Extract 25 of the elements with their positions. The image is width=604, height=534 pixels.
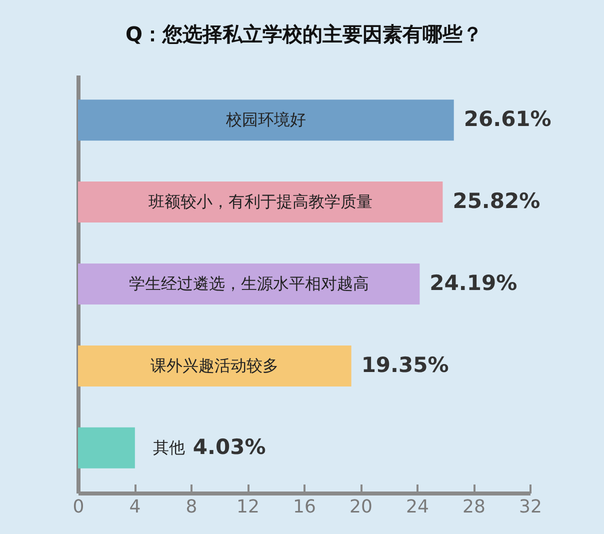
- x-tick-label: 20: [350, 496, 372, 518]
- y-tick-label: 班额较小，有利于提高教学质量: [148, 192, 372, 212]
- data-label: 4.03%: [192, 434, 266, 459]
- chart-title: Q：您选择私立学校的主要因素有哪些？: [125, 22, 483, 46]
- bar: [78, 264, 420, 304]
- bar: [78, 100, 454, 141]
- x-tick-label: 12: [236, 496, 260, 518]
- x-tick-label: 28: [462, 496, 486, 518]
- data-label: 24.19%: [430, 271, 518, 295]
- y-tick-label: 学生经过遴选，生源水平相对越高: [128, 274, 369, 293]
- data-label: 19.35%: [361, 352, 449, 377]
- bar: [78, 182, 443, 223]
- bar: [78, 345, 352, 386]
- data-label: 25.82%: [452, 189, 540, 214]
- x-tick-label: 4: [129, 496, 141, 518]
- bar: [78, 427, 135, 468]
- x-tick-label: 16: [293, 496, 316, 518]
- y-tick-label: 课外兴趣活动较多: [150, 356, 279, 375]
- x-tick-label: 8: [186, 496, 198, 518]
- data-label: 26.61%: [464, 107, 552, 132]
- y-tick-label: 校园环境好: [224, 110, 306, 130]
- y-tick-label: 其他: [152, 438, 185, 457]
- x-tick-label: 24: [406, 496, 429, 518]
- x-tick-label: 0: [72, 496, 84, 518]
- x-tick-label: 32: [519, 496, 542, 518]
